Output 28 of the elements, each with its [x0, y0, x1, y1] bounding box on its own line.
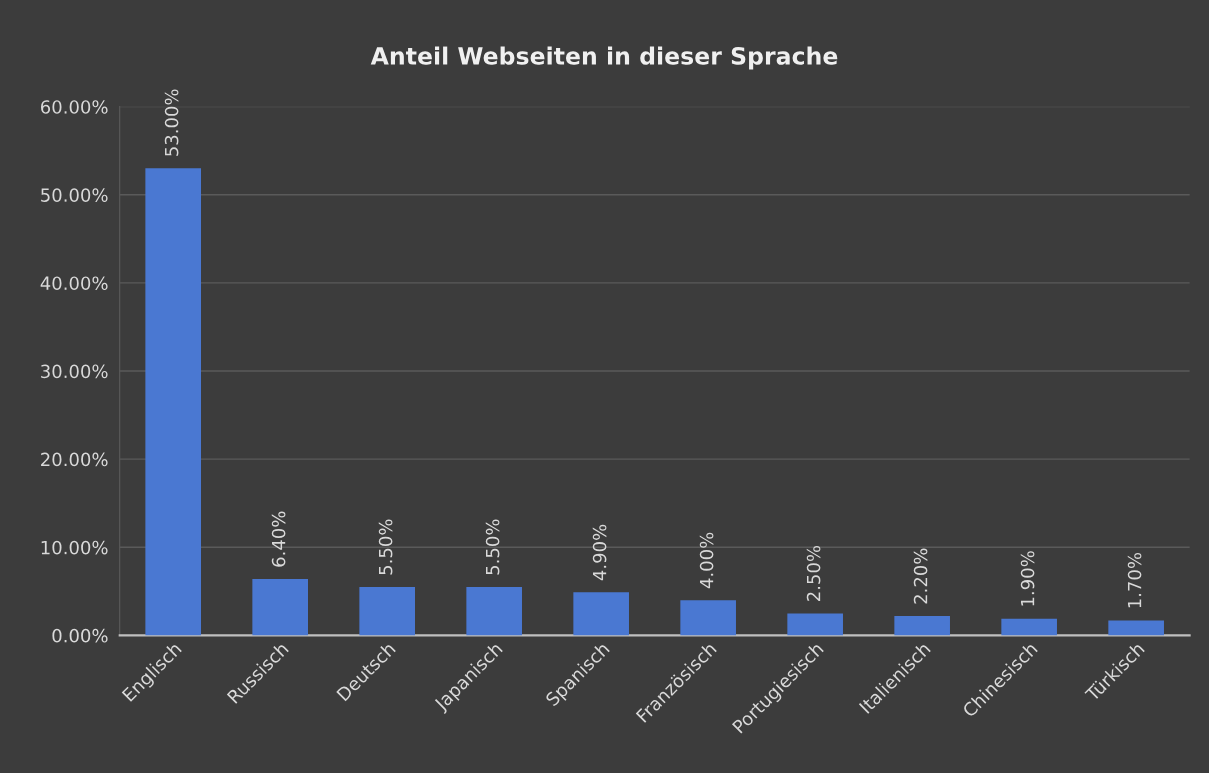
data-label: 5.50%: [485, 519, 500, 575]
y-tick-label: 40.00%: [40, 276, 108, 291]
data-label: 1.90%: [1020, 551, 1035, 606]
data-label: 4.00%: [699, 532, 714, 589]
bar: [894, 616, 950, 636]
data-label: 6.40%: [271, 511, 286, 567]
y-tick-label: 10.00%: [41, 540, 108, 555]
y-tick-label: 60.00%: [41, 100, 108, 114]
data-label: 2.20%: [913, 548, 928, 604]
data-label: 53.00%: [164, 89, 179, 156]
data-label: 5.50%: [378, 519, 393, 575]
y-tick-label: 30.00%: [41, 364, 108, 379]
data-label: 4.90%: [592, 524, 607, 581]
bar: [787, 613, 843, 636]
bar: [573, 592, 629, 636]
y-tick-label: 0.00%: [52, 628, 108, 643]
bar: [359, 586, 415, 636]
data-label: 2.50%: [806, 545, 821, 601]
y-tick-label: 20.00%: [41, 452, 108, 467]
bar: [1001, 618, 1057, 636]
bar: [680, 600, 736, 636]
chart-title: Anteil Webseiten in dieser Sprache: [370, 46, 838, 70]
data-label: 1.70%: [1127, 552, 1142, 608]
y-tick-label: 50.00%: [41, 188, 108, 202]
bar: [466, 586, 522, 636]
bar: [252, 579, 308, 636]
bar: [145, 168, 202, 636]
bar: [1108, 620, 1164, 636]
